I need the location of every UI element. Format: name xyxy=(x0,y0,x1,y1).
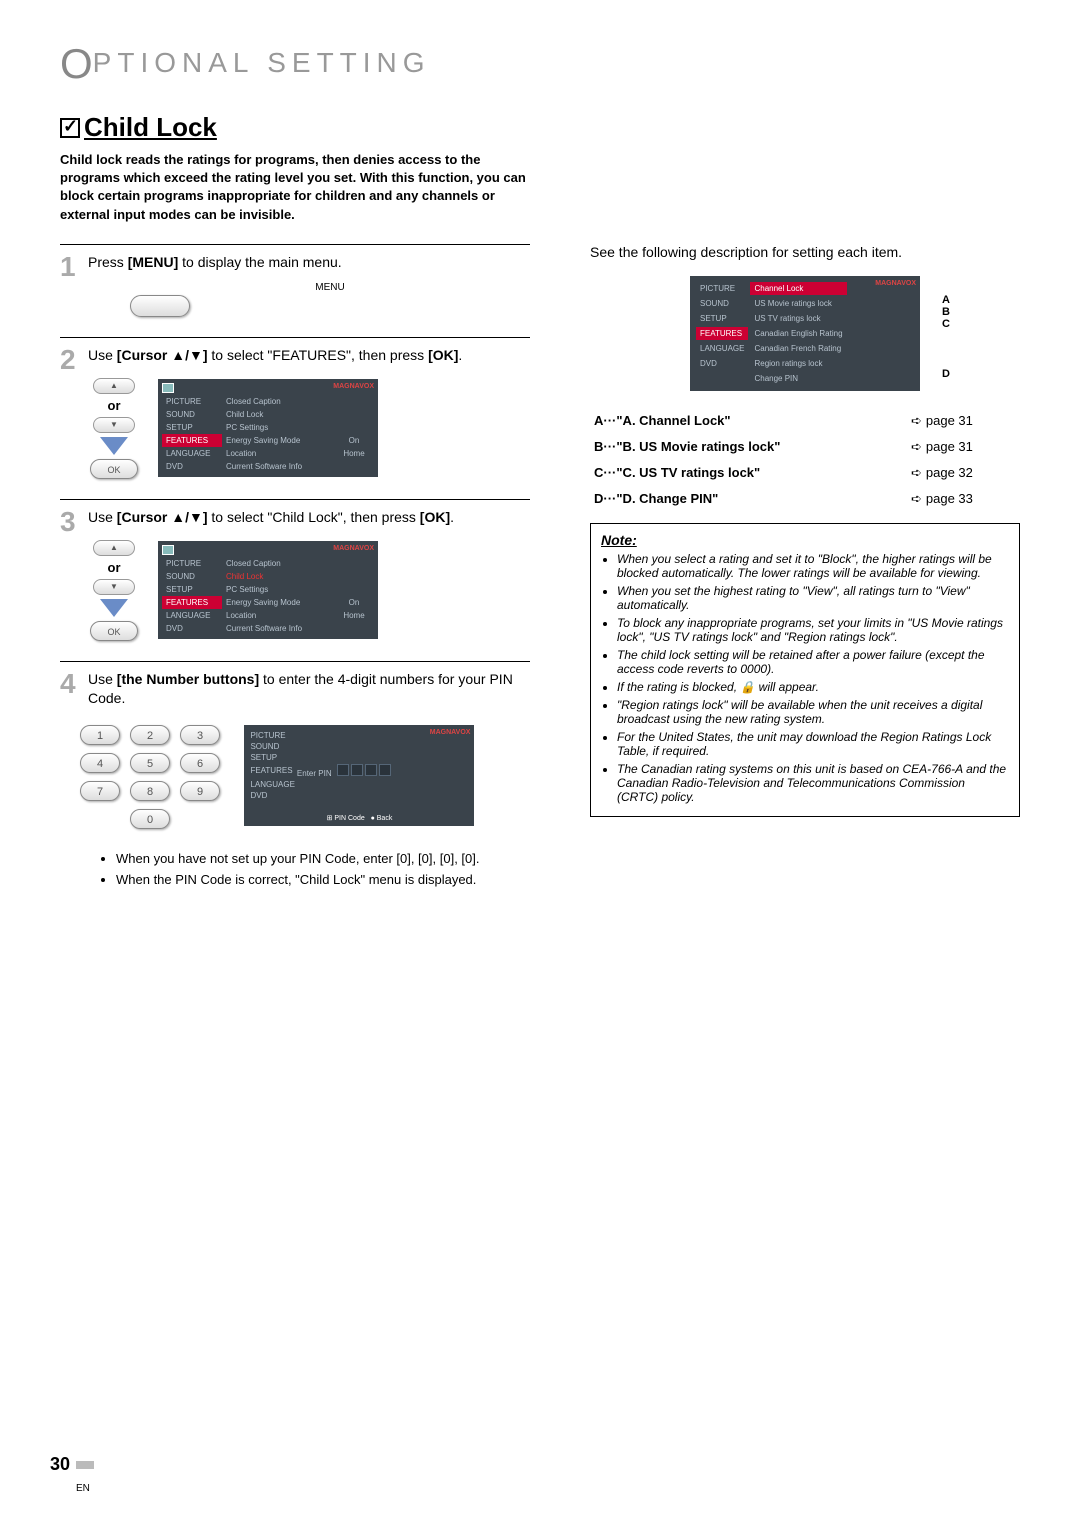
step-number: 2 xyxy=(60,346,86,374)
heading-dropcap: O xyxy=(60,40,93,87)
tv-pin-entry-screenshot: MAGNAVOX PICTURE SOUND SETUP FEATURESEnt… xyxy=(244,725,474,826)
note-heading: Note: xyxy=(601,532,1009,548)
step-text: Use [the Number buttons] to enter the 4-… xyxy=(88,670,530,709)
step-2: 2 Use [Cursor ▲/▼] to select "FEATURES",… xyxy=(60,337,530,479)
step4-bullets: When you have not set up your PIN Code, … xyxy=(100,851,530,887)
heading-rest: PTIONAL SETTING xyxy=(93,47,431,78)
intro-text: Child lock reads the ratings for program… xyxy=(60,151,540,224)
menu-button-graphic: MENU xyxy=(130,282,530,317)
tv-childlock-options-screenshot: MAGNAVOX PICTUREChannel Lock SOUNDUS Mov… xyxy=(690,276,920,391)
step-1: 1 Press [MENU] to display the main menu.… xyxy=(60,244,530,318)
right-intro: See the following description for settin… xyxy=(590,244,1020,260)
step-text: Use [Cursor ▲/▼] to select "Child Lock",… xyxy=(88,508,530,528)
section-title: Child Lock xyxy=(60,112,1020,143)
page-heading: OPTIONAL SETTING xyxy=(60,40,1020,88)
callout-d: D xyxy=(942,368,950,380)
triangle-down-icon xyxy=(100,599,128,617)
step-text: Press [MENU] to display the main menu. xyxy=(88,253,530,273)
step-number: 3 xyxy=(60,508,86,536)
checkbox-icon xyxy=(60,118,80,138)
step-text: Use [Cursor ▲/▼] to select "FEATURES", t… xyxy=(88,346,530,366)
callout-a: A xyxy=(942,294,950,306)
page-number: 30 EN xyxy=(50,1454,94,1496)
triangle-down-icon xyxy=(100,437,128,455)
tv-features-menu-screenshot: MAGNAVOX PICTUREClosed Caption SOUNDChil… xyxy=(158,379,378,477)
step-number: 1 xyxy=(60,253,86,281)
callout-b: B xyxy=(942,306,950,318)
pill-button-icon xyxy=(130,295,190,317)
step-4: 4 Use [the Number buttons] to enter the … xyxy=(60,661,530,887)
cursor-arrows-icon: ▲ or ▼ OK xyxy=(90,378,138,479)
ok-button-icon: OK xyxy=(90,459,138,479)
callout-c: C xyxy=(942,318,950,330)
cursor-arrows-icon: ▲ or ▼ OK xyxy=(90,540,138,641)
tv-childlock-menu-screenshot: MAGNAVOX PICTUREClosed Caption SOUNDChil… xyxy=(158,541,378,639)
step-number: 4 xyxy=(60,670,86,698)
numpad-graphic: 123 456 789 0 xyxy=(80,725,220,837)
reference-table: A···"A. Channel Lock"page 31 B···"B. US … xyxy=(590,407,1020,513)
note-box: Note: When you select a rating and set i… xyxy=(590,523,1020,817)
ok-button-icon: OK xyxy=(90,621,138,641)
step-3: 3 Use [Cursor ▲/▼] to select "Child Lock… xyxy=(60,499,530,641)
